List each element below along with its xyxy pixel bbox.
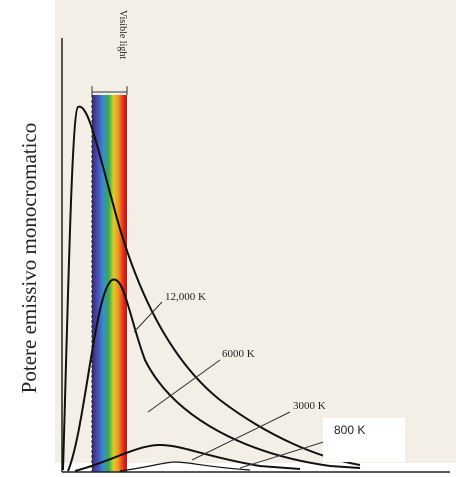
curve-label: 6000 K [222,348,255,360]
curve-label: 12,000 K [165,291,206,303]
curve-label: 800 K [334,423,365,437]
y-axis-label: Potere emissivo monocromatico [17,123,41,394]
curve-800k [120,462,250,471]
curve-label: 3000 K [293,400,326,412]
figure: Potere emissivo monocromatico Visible li… [0,0,456,477]
visible-label: Visible light [117,10,128,59]
page: body { margin: 0; background: #ffffff; f… [0,0,456,477]
body: {"figure": {"y_axis_label": "Potere emis… [0,0,456,477]
